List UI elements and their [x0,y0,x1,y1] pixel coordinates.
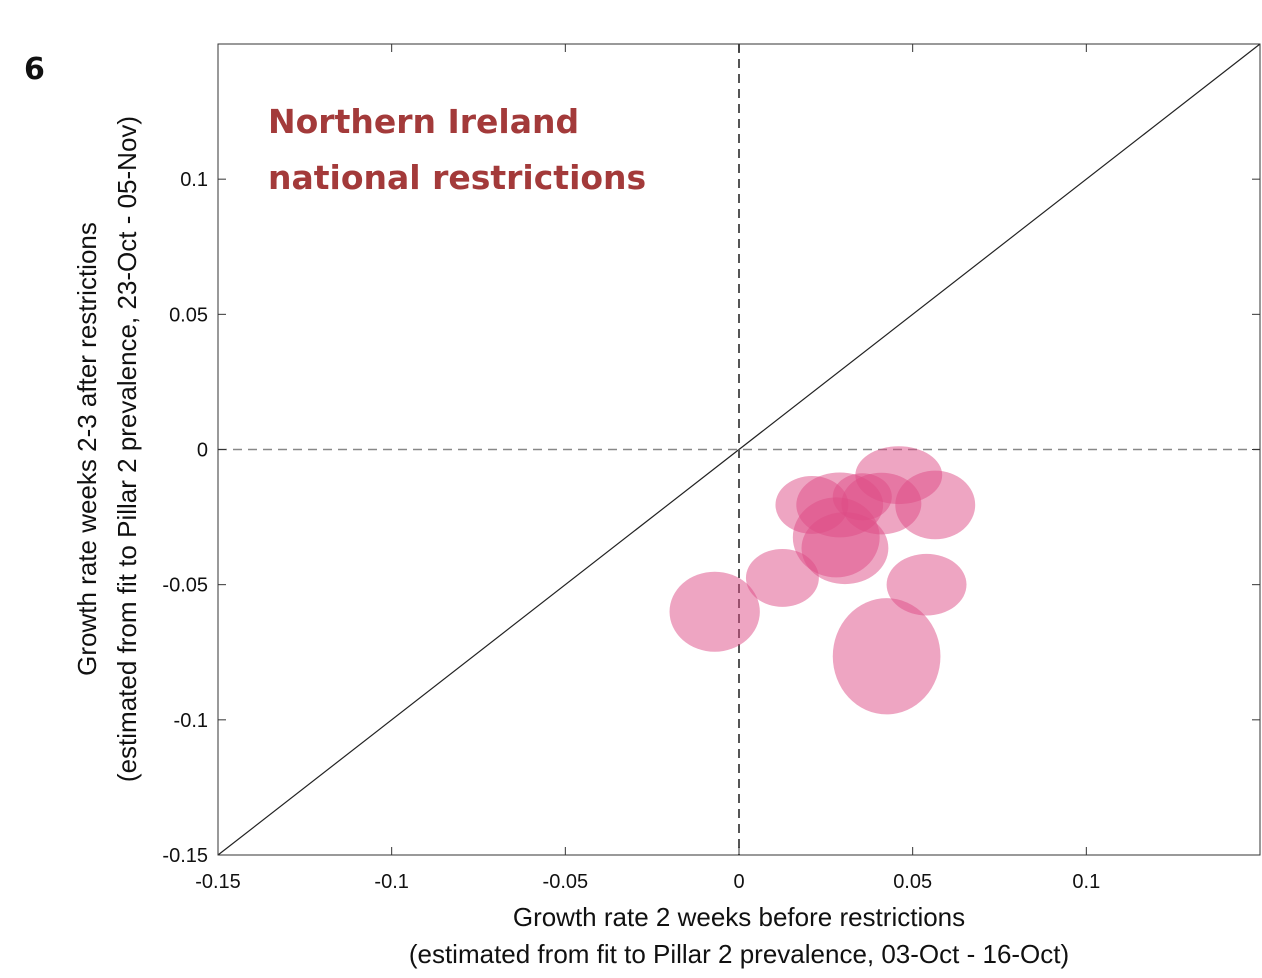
y-tick-label-4: 0.05 [169,304,208,326]
y-tick-label-2: -0.05 [162,575,208,597]
x-tick-label-3: 0 [733,871,744,893]
data-bubble-12 [832,598,941,715]
data-bubble-10 [895,470,976,540]
panel-label: 6 [24,52,45,87]
x-tick-label-0: -0.15 [195,871,241,893]
annotation-line-2: national restrictions [268,158,646,197]
y-tick-label-0: -0.15 [162,845,208,867]
y-axis-title: Growth rate weeks 2-3 after restrictions [72,222,102,676]
data-bubble-2 [745,548,819,607]
bubbles [669,446,976,715]
reference-lines [217,43,1261,856]
y-tick-label-1: -0.1 [174,710,208,732]
y-tick-label-3: 0 [197,440,208,462]
data-bubble-1 [669,571,760,652]
x-axis-title: Growth rate 2 weeks before restrictions [513,902,965,932]
data-bubble-11 [886,553,967,616]
x-tick-label-2: -0.05 [543,871,589,893]
x-axis-subtitle: (estimated from fit to Pillar 2 prevalen… [409,939,1069,969]
x-tick-label-5: 0.1 [1072,871,1100,893]
annotation-line-1: Northern Ireland [268,102,579,141]
y-axis-ticks: -0.15 -0.1 -0.05 0 0.05 0.1 [162,169,1260,867]
x-tick-label-1: -0.1 [374,871,408,893]
y-tick-label-5: 0.1 [180,169,208,191]
x-axis-ticks: -0.15 -0.1 -0.05 0 0.05 0.1 [195,44,1100,893]
x-tick-label-4: 0.05 [893,871,932,893]
y-axis-subtitle: (estimated from fit to Pillar 2 prevalen… [112,116,142,782]
